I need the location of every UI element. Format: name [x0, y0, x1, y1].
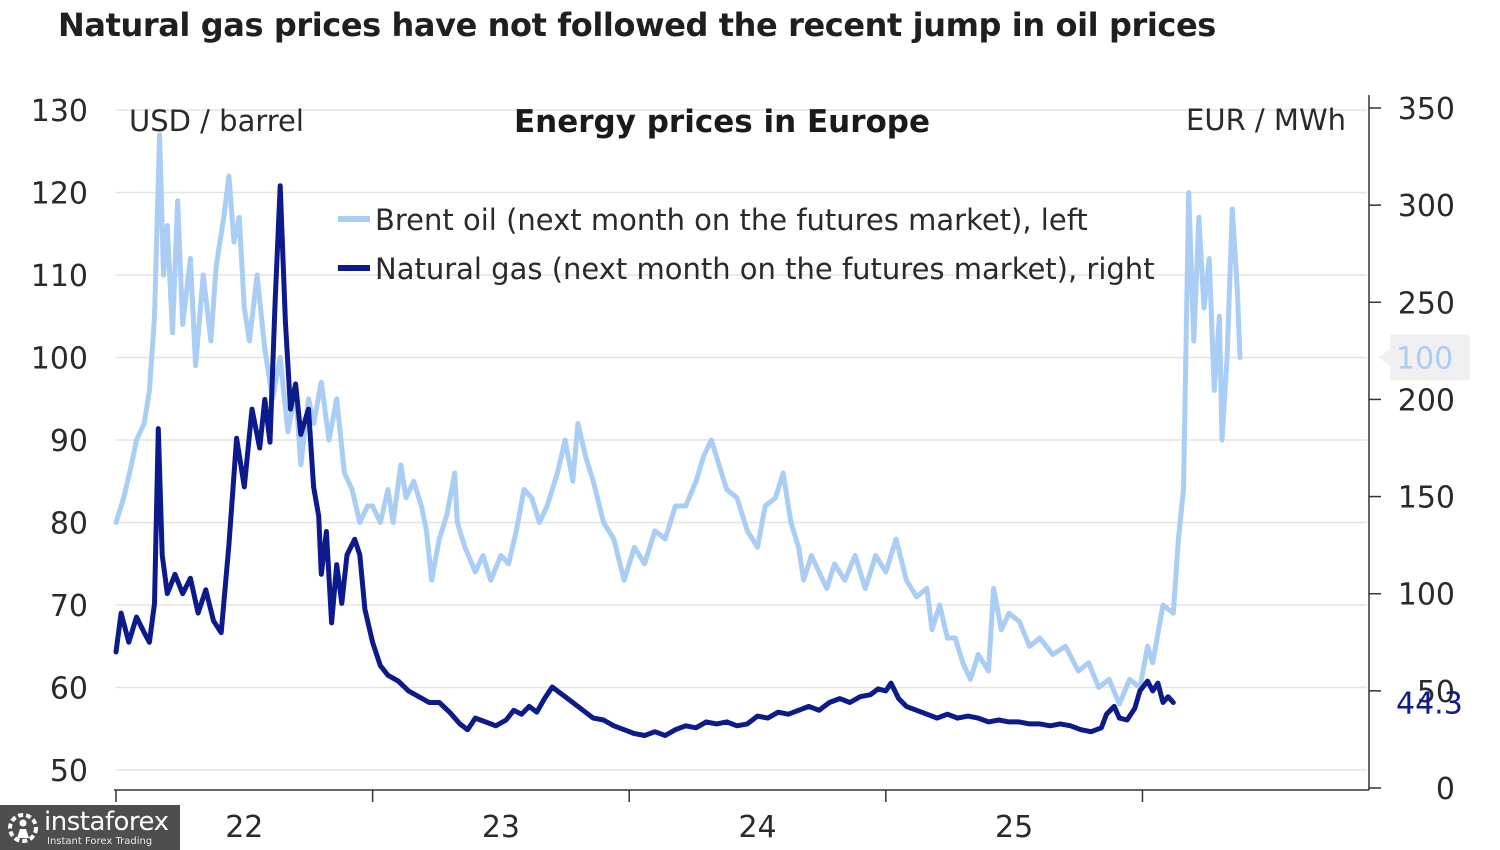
right-tick-label: 250 [1398, 286, 1455, 321]
right-tick-label: 200 [1398, 383, 1455, 418]
x-tick-label: 23 [482, 810, 520, 845]
right-tick-label: 50 [1417, 675, 1455, 710]
axes [114, 95, 1381, 802]
natural-gas-end-label: 44.3 [1396, 687, 1463, 722]
x-tick-label: 25 [995, 810, 1033, 845]
gridlines [116, 109, 1367, 771]
chart-title: Energy prices in Europe [514, 104, 930, 140]
series-layer [113, 132, 1243, 738]
instaforex-watermark: instaforex Instant Forex Trading [0, 805, 180, 850]
left-tick-label: 90 [50, 424, 88, 459]
watermark-tagline: Instant Forex Trading [47, 836, 153, 847]
instaforex-logo-icon [8, 813, 38, 843]
right-tick-label: 350 [1398, 92, 1455, 127]
legend-entry: Brent oil (next month on the futures mar… [375, 203, 1088, 237]
brent-end-label: 100 [1396, 342, 1453, 377]
labels: 50 60 70 80 90 100 110 120 130 0 50 100 150 200 250 300… [31, 92, 1470, 845]
series-line-natural-gas [113, 183, 1176, 738]
left-tick-label: 110 [31, 259, 88, 294]
watermark-name: instaforex [44, 807, 169, 837]
right-tick-label: 150 [1398, 481, 1455, 516]
left-axis-unit-label: USD / barrel [129, 104, 304, 138]
left-tick-label: 130 [31, 94, 88, 129]
left-tick-label: 80 [50, 507, 88, 542]
left-tick-label: 50 [50, 754, 88, 789]
series-line-brent-oil [113, 132, 1243, 707]
x-tick-label: 22 [225, 810, 263, 845]
right-tick-label: 300 [1398, 189, 1455, 224]
right-tick-label: 100 [1398, 578, 1455, 613]
right-axis-unit-label: EUR / MWh [1186, 103, 1346, 137]
brent-end-label-pointer [1378, 349, 1390, 366]
x-tick-label: 24 [738, 810, 776, 845]
right-tick-label: 0 [1436, 772, 1455, 807]
left-tick-label: 120 [31, 177, 88, 212]
left-tick-label: 100 [31, 342, 88, 377]
legend-entry: Natural gas (next month on the futures m… [375, 252, 1155, 286]
left-tick-label: 70 [50, 589, 88, 624]
brent-end-label-background [1390, 334, 1470, 381]
legend: Brent oil (next month on the futures mar… [338, 203, 1155, 286]
headline: Natural gas prices have not followed the… [58, 6, 1216, 44]
left-tick-label: 60 [50, 672, 88, 707]
